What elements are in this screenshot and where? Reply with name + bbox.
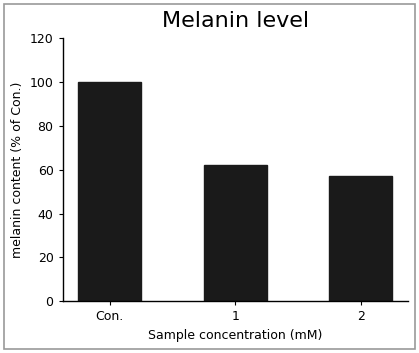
X-axis label: Sample concentration (mM): Sample concentration (mM) — [148, 329, 322, 342]
Bar — [329, 176, 392, 301]
Y-axis label: melanin content (% of Con.): melanin content (% of Con.) — [11, 82, 24, 258]
Bar — [78, 82, 141, 301]
Bar — [204, 165, 266, 301]
Title: Melanin level: Melanin level — [162, 11, 309, 31]
